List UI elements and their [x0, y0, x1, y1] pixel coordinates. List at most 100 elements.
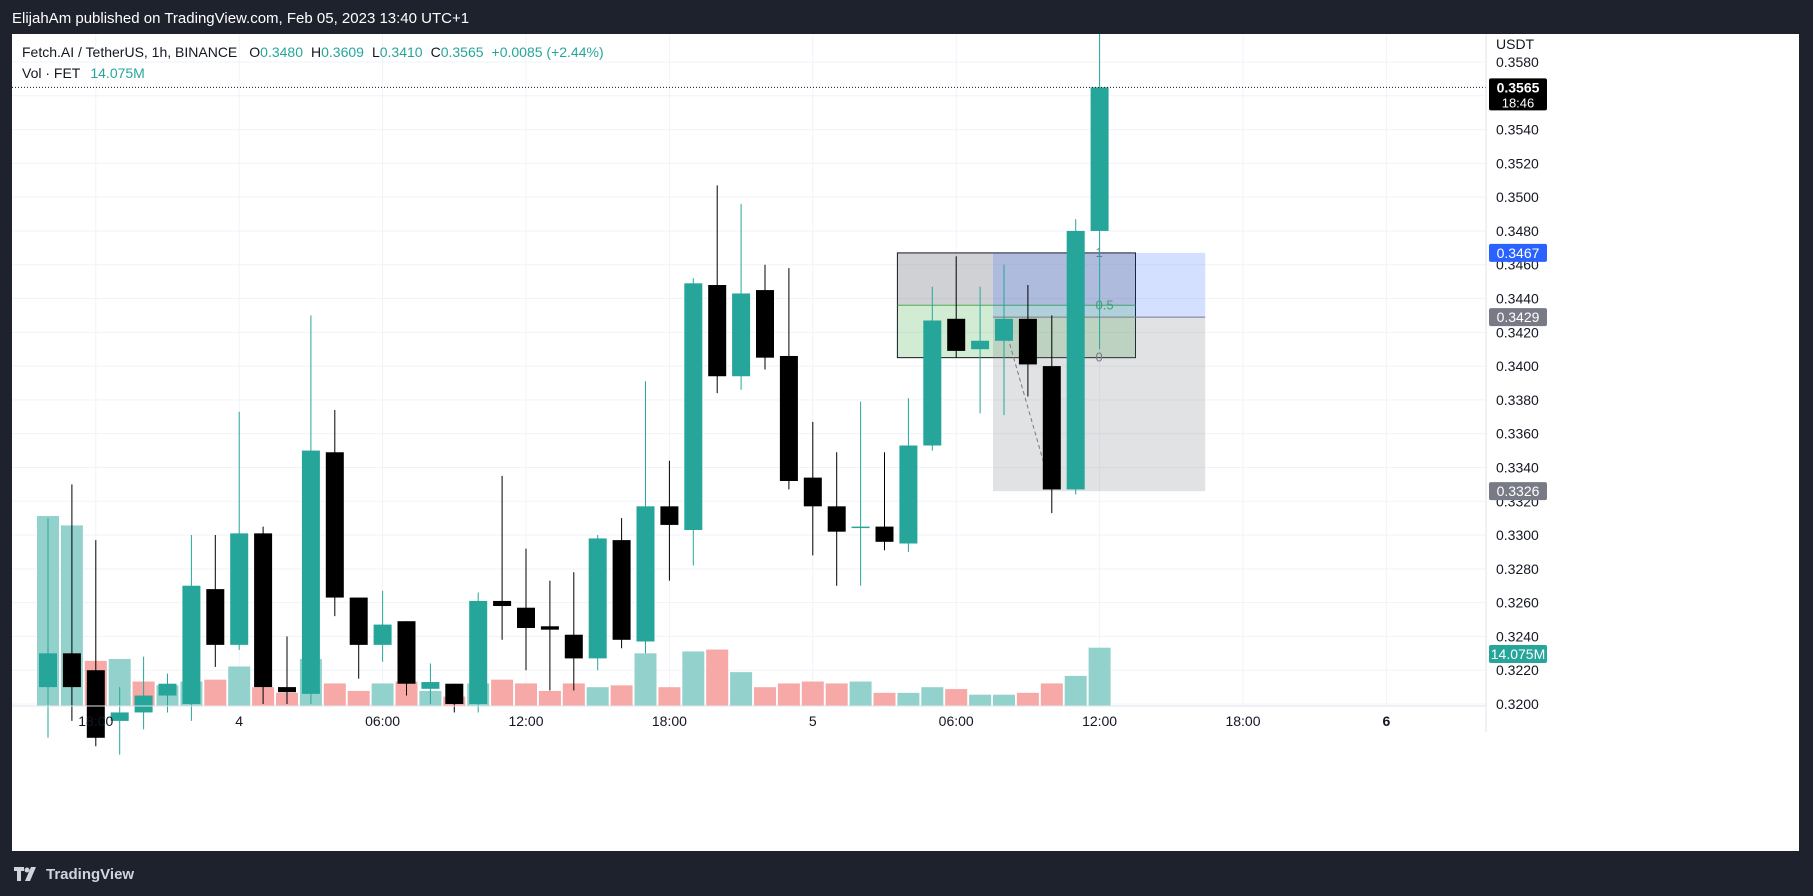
price-badge — [1489, 482, 1547, 501]
price-axis-tick-label: 0.3420 — [1496, 324, 1539, 340]
volume-bar — [538, 690, 561, 706]
candle-body[interactable] — [708, 285, 727, 377]
position-path-line — [1003, 323, 1053, 492]
time-axis-tick-label: 18:00 — [652, 713, 687, 729]
candle-body[interactable] — [971, 340, 990, 350]
candle-body[interactable] — [1042, 366, 1061, 490]
candle-body[interactable] — [397, 621, 416, 684]
time-axis-tick-label: 4 — [235, 713, 243, 729]
candle-body[interactable] — [493, 600, 512, 607]
legend-vol-label[interactable]: Vol · FET — [22, 65, 81, 81]
candle-body[interactable] — [110, 712, 129, 721]
candle-body[interactable] — [612, 540, 631, 640]
volume-bar — [586, 687, 609, 706]
candle-body[interactable] — [86, 670, 105, 738]
candle-body[interactable] — [445, 683, 464, 704]
volume-bar — [491, 679, 514, 706]
price-axis-tick-label: 0.3280 — [1496, 561, 1539, 577]
footer-brand[interactable]: TradingView — [46, 865, 135, 883]
candle-body[interactable] — [947, 318, 966, 351]
candle-body[interactable] — [827, 506, 846, 532]
candle-body[interactable] — [851, 526, 870, 529]
candle-body[interactable] — [1090, 87, 1109, 231]
price-axis-tick-label: 0.3520 — [1496, 155, 1539, 171]
candle-body[interactable] — [756, 290, 774, 358]
volume-bar — [873, 692, 896, 706]
price-axis-tick-label: 0.3480 — [1496, 223, 1539, 239]
price-axis-tick-label: 0.3380 — [1496, 392, 1539, 408]
candle-body[interactable] — [684, 283, 703, 530]
price-badge-label: 0.3326 — [1497, 483, 1540, 499]
candle-body[interactable] — [206, 589, 225, 645]
legend-o-value: 0.3480 — [260, 44, 303, 60]
price-axis-tick-label: 0.3580 — [1496, 54, 1539, 70]
candle-body[interactable] — [230, 533, 249, 645]
candle-body[interactable] — [636, 506, 655, 642]
legend-change: +0.0085 (+2.44%) — [491, 44, 604, 60]
volume-bar — [1016, 692, 1039, 706]
candle-body[interactable] — [588, 538, 607, 659]
candle-body[interactable] — [995, 318, 1013, 341]
price-axis-tick-label: 0.3540 — [1496, 122, 1539, 138]
price-badge — [1489, 308, 1547, 327]
candle-body[interactable] — [325, 452, 344, 598]
candle-body[interactable] — [134, 695, 153, 713]
legend-l-label: L — [371, 44, 380, 60]
price-axis-tick-label: 0.3360 — [1496, 426, 1539, 442]
legend-vol-value: 14.075M — [90, 65, 145, 81]
chart-legend: Fetch.AI / TetherUS, 1h, BINANCE O 0.3480… — [22, 42, 604, 84]
price-axis-tick-label: 0.3400 — [1496, 358, 1539, 374]
volume-bar — [658, 687, 681, 706]
candle-body[interactable] — [875, 526, 894, 542]
legend-h-value: 0.3609 — [321, 44, 364, 60]
volume-bar — [849, 681, 872, 706]
candle-body[interactable] — [779, 355, 798, 481]
chart-frame[interactable]: Fetch.AI / TetherUS, 1h, BINANCE O 0.3480… — [12, 34, 1799, 851]
candle-body[interactable] — [517, 607, 535, 628]
tradingview-logo-icon — [14, 867, 36, 881]
time-axis-tick-label: 18:00 — [1225, 713, 1260, 729]
candle-body[interactable] — [62, 653, 81, 688]
candle-body[interactable] — [899, 445, 918, 544]
candlestick-chart[interactable]: 10.500.32000.32200.32400.32600.32800.330… — [12, 34, 1799, 851]
candle-body[interactable] — [732, 293, 751, 377]
price-badge-label: 0.3565 — [1497, 79, 1540, 95]
volume-bar — [921, 687, 944, 706]
legend-volume-row: Vol · FET 14.075M — [22, 63, 604, 84]
candle-body[interactable] — [349, 597, 368, 645]
candle-body[interactable] — [564, 634, 583, 659]
candle-body[interactable] — [1018, 318, 1037, 365]
time-axis-tick-label: 18:00 — [78, 713, 113, 729]
candle-body[interactable] — [158, 683, 177, 696]
legend-o-label: O — [249, 44, 261, 60]
volume-bar — [108, 658, 131, 706]
legend-symbol[interactable]: Fetch.AI / TetherUS, 1h, BINANCE — [22, 44, 238, 60]
candle-body[interactable] — [39, 653, 57, 688]
price-badge — [1489, 645, 1547, 663]
price-axis-currency: USDT — [1496, 36, 1535, 52]
volume-bar — [730, 672, 753, 706]
candle-body[interactable] — [182, 585, 201, 704]
candle-body[interactable] — [421, 682, 440, 689]
volume-bar — [515, 683, 537, 706]
publish-line: ElijahAm published on TradingView.com, F… — [12, 10, 470, 27]
volume-bar — [1064, 675, 1087, 706]
candle-body[interactable] — [373, 624, 392, 645]
candle-body[interactable] — [301, 450, 320, 694]
candle-body[interactable] — [1066, 230, 1085, 490]
volume-bar — [347, 690, 370, 706]
volume-bar — [706, 649, 729, 706]
candle-body[interactable] — [660, 506, 679, 525]
candle-body[interactable] — [923, 320, 942, 446]
fib-zone-upper — [897, 252, 1136, 306]
candle-body[interactable] — [254, 533, 273, 688]
candle-body[interactable] — [469, 600, 488, 704]
candle-body[interactable] — [278, 687, 296, 693]
price-badge-label: 0.3429 — [1497, 309, 1540, 325]
volume-bar — [801, 681, 824, 706]
footer: TradingView — [14, 862, 134, 886]
volume-bar — [562, 683, 585, 706]
volume-bar — [969, 694, 992, 706]
candle-body[interactable] — [540, 626, 559, 630]
candle-body[interactable] — [803, 477, 822, 507]
